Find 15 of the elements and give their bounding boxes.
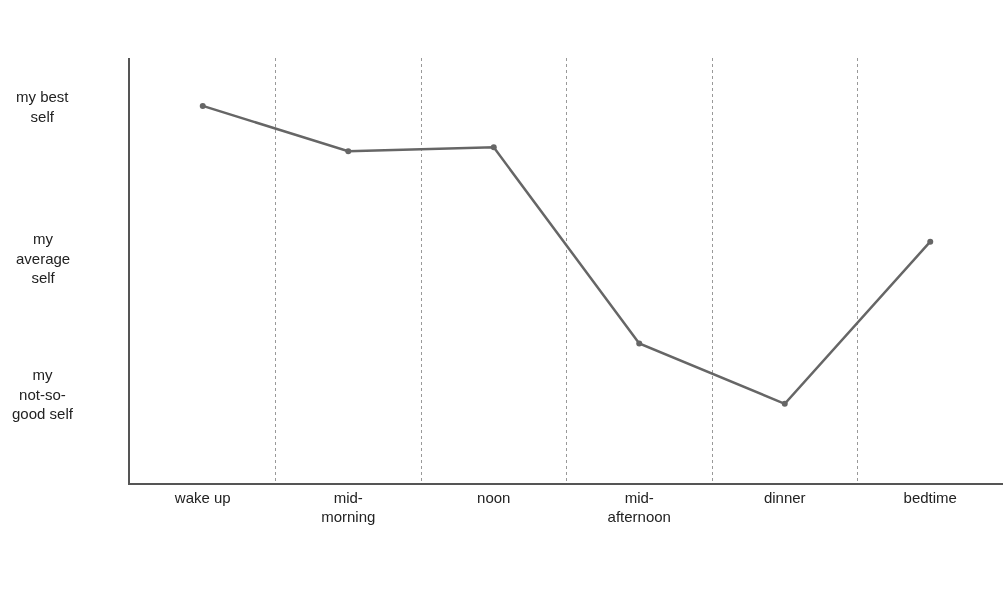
x-tick-label: wake up	[173, 488, 231, 506]
point	[345, 148, 352, 155]
point	[927, 238, 934, 245]
point	[636, 340, 643, 347]
x-tick-label: dinner	[763, 488, 806, 506]
x-tick-label: mid- morning	[321, 488, 376, 526]
text: my not-so- good self	[12, 366, 74, 422]
text: my average self	[16, 230, 71, 286]
x-tick-label: bedtime	[903, 488, 957, 506]
point	[781, 400, 788, 407]
x-tick-label: mid- afternoon	[607, 488, 671, 526]
text: my best self	[16, 88, 70, 125]
point	[490, 144, 497, 151]
x-tick-label: noon	[477, 488, 511, 506]
point	[199, 102, 206, 109]
